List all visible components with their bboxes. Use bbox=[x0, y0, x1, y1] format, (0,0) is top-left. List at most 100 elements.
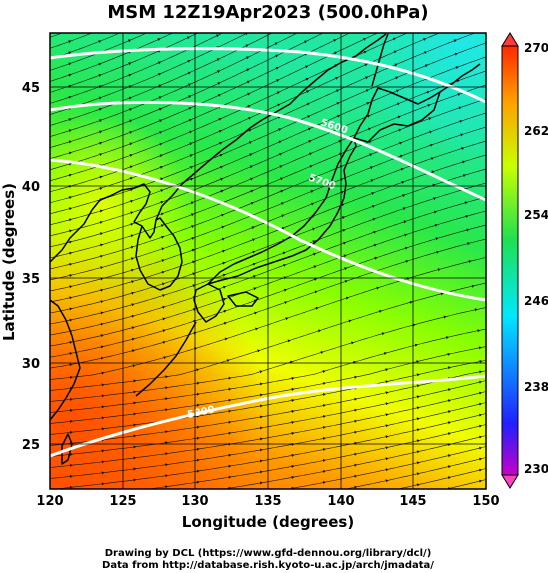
streamline-arrowhead bbox=[467, 242, 471, 246]
streamline-arrowhead bbox=[320, 351, 324, 354]
streamline-arrowhead bbox=[462, 174, 467, 178]
streamline-arrowhead bbox=[416, 428, 420, 432]
streamline-arrowhead bbox=[478, 346, 482, 350]
streamline bbox=[287, 446, 486, 489]
streamline-arrowhead bbox=[160, 224, 165, 228]
streamline-arrowhead bbox=[279, 152, 283, 156]
streamline-arrowhead bbox=[454, 52, 458, 56]
streamline-arrowhead bbox=[165, 540, 168, 543]
streamline-arrowhead bbox=[386, 523, 389, 526]
streamline-arrowhead bbox=[369, 153, 373, 157]
streamline bbox=[50, 282, 486, 391]
streamline-arrowhead bbox=[308, 140, 312, 143]
colorbar-gradient bbox=[501, 45, 519, 476]
streamline-arrowhead bbox=[392, 37, 396, 41]
streamline-arrowhead bbox=[69, 352, 73, 356]
streamline-arrowhead bbox=[69, 262, 73, 266]
streamline bbox=[50, 328, 486, 413]
streamline-arrowhead bbox=[98, 40, 102, 43]
streamline-arrowhead bbox=[417, 527, 420, 530]
streamline-arrowhead bbox=[333, 39, 337, 42]
streamline-arrowhead bbox=[447, 465, 451, 469]
streamline-arrowhead bbox=[158, 73, 162, 76]
streamline-arrowhead bbox=[385, 479, 389, 483]
streamline-arrowhead bbox=[424, 51, 428, 55]
streamline-arrowhead bbox=[385, 402, 389, 406]
streamline-arrowhead bbox=[460, 133, 464, 137]
x-tick-label: 145 bbox=[399, 494, 426, 509]
streamline-arrowhead bbox=[70, 530, 73, 533]
streamline-arrowhead bbox=[402, 194, 406, 198]
credit-data: Data from http://database.rish.kyoto-u.a… bbox=[102, 560, 434, 571]
streamline-arrowhead bbox=[188, 107, 192, 110]
streamline-arrowhead bbox=[165, 408, 169, 412]
streamline-arrowhead bbox=[259, 426, 263, 430]
streamline-arrowhead bbox=[228, 453, 232, 457]
colorbar-bottom-arrow bbox=[501, 474, 519, 489]
streamline-arrowhead bbox=[322, 370, 326, 374]
streamline-arrowhead bbox=[259, 448, 263, 452]
streamline-arrowhead bbox=[250, 189, 254, 193]
streamline-arrowhead bbox=[222, 285, 227, 289]
streamline-arrowhead bbox=[291, 475, 295, 479]
streamline-arrowhead bbox=[314, 290, 318, 294]
streamline-arrowhead bbox=[433, 210, 438, 214]
streamline-arrowhead bbox=[282, 251, 286, 255]
coastline-hokkaido bbox=[353, 87, 441, 143]
streamline-arrowhead bbox=[165, 452, 169, 456]
streamline-arrowhead bbox=[245, 56, 250, 60]
streamline-arrowhead bbox=[131, 326, 135, 330]
streamline-arrowhead bbox=[322, 459, 326, 462]
streamline-arrowhead bbox=[468, 260, 472, 263]
streamline-arrowhead bbox=[259, 393, 263, 397]
streamline-arrowhead bbox=[366, 102, 370, 105]
streamline-arrowhead bbox=[158, 84, 162, 88]
streamline-arrowhead bbox=[165, 485, 169, 489]
streamline-arrowhead bbox=[250, 202, 254, 205]
streamline-arrowhead bbox=[165, 529, 168, 532]
streamline-arrowhead bbox=[291, 531, 294, 534]
colorbar-tick-label: 230 bbox=[524, 462, 548, 476]
streamline bbox=[50, 42, 486, 215]
streamline-arrowhead bbox=[448, 531, 451, 534]
streamline-arrowhead bbox=[98, 62, 102, 66]
streamline-arrowhead bbox=[130, 245, 134, 249]
streamline-arrowhead bbox=[371, 205, 376, 208]
streamline-arrowhead bbox=[285, 317, 289, 321]
streamline-arrowhead bbox=[252, 238, 256, 242]
streamline-arrowhead bbox=[343, 241, 347, 245]
streamline-arrowhead bbox=[447, 399, 451, 403]
streamline-arrowhead bbox=[479, 413, 483, 417]
streamline-arrowhead bbox=[283, 288, 287, 292]
streamline-arrowhead bbox=[165, 375, 169, 379]
streamline-arrowhead bbox=[162, 294, 166, 298]
streamline-arrowhead bbox=[165, 441, 169, 445]
streamline-arrowhead bbox=[448, 509, 451, 512]
streamline-arrowhead bbox=[131, 303, 135, 307]
streamline-arrowhead bbox=[385, 424, 389, 428]
streamline-arrowhead bbox=[424, 64, 428, 68]
streamline bbox=[50, 168, 486, 314]
streamline-arrowhead bbox=[128, 96, 132, 100]
streamline-arrowhead bbox=[259, 470, 263, 474]
streamline-arrowhead bbox=[219, 153, 223, 157]
streamline-arrowhead bbox=[479, 524, 482, 527]
streamline-arrowhead bbox=[447, 454, 451, 458]
streamline-arrowhead bbox=[190, 201, 194, 205]
streamline-arrowhead bbox=[447, 352, 451, 356]
streamline-arrowhead bbox=[100, 311, 104, 315]
streamline-arrowhead bbox=[228, 398, 232, 402]
streamline-arrowhead bbox=[196, 436, 200, 440]
streamline-arrowhead bbox=[471, 284, 475, 288]
streamline-arrowhead bbox=[343, 254, 347, 258]
streamline-arrowhead bbox=[98, 96, 102, 100]
streamline-arrowhead bbox=[365, 89, 369, 92]
streamline-arrowhead bbox=[69, 307, 73, 311]
streamline-arrowhead bbox=[68, 29, 71, 32]
streamline-arrowhead bbox=[373, 230, 377, 234]
streamline-arrowhead bbox=[367, 127, 372, 131]
streamline bbox=[50, 33, 199, 93]
streamline-arrowhead bbox=[276, 91, 280, 95]
streamline-arrowhead bbox=[409, 300, 413, 304]
streamline-arrowhead bbox=[250, 177, 254, 181]
